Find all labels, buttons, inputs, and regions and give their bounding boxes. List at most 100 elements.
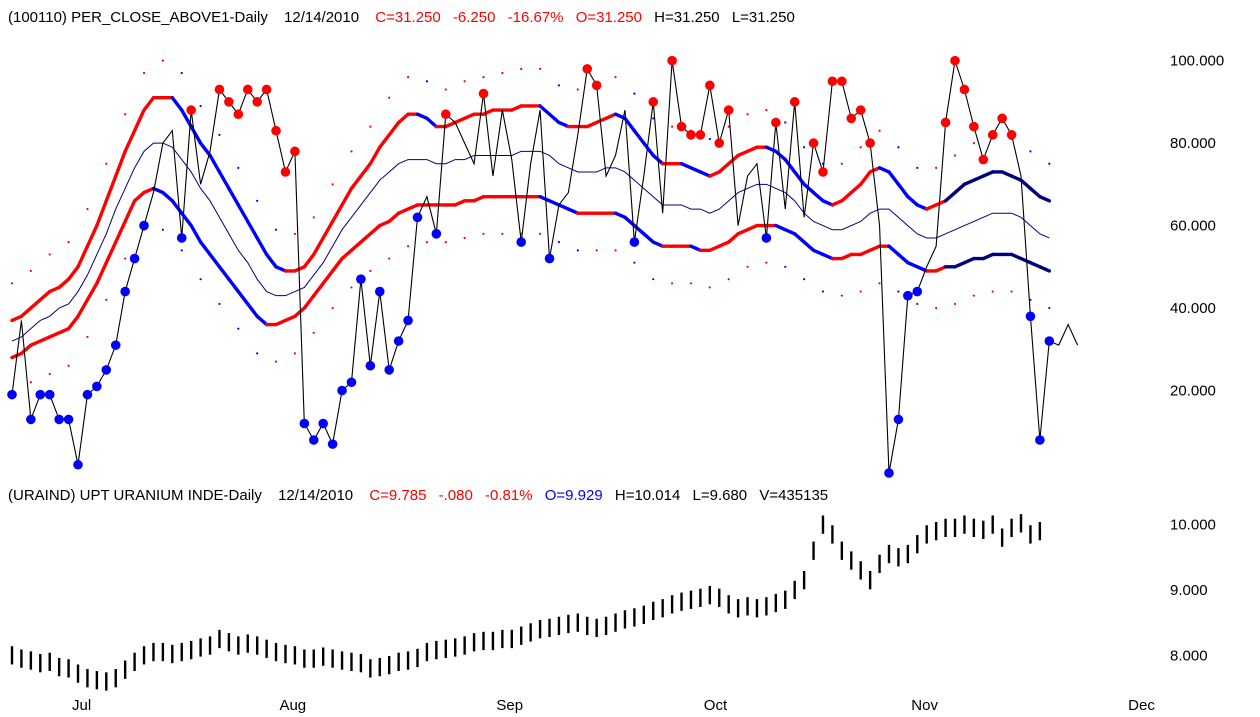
upper-band-segment (821, 199, 835, 207)
overbought-marker (705, 80, 715, 91)
oversold-marker (54, 414, 64, 425)
top-symbol: (100110) PER_CLOSE_ABOVE1-Daily (8, 9, 268, 26)
upper-band-segment (689, 166, 703, 174)
upper-band-segment (906, 195, 919, 207)
lower-band-segment (132, 190, 146, 203)
envelope-lower-dot (501, 232, 504, 235)
lower-band-segment (104, 240, 118, 265)
envelope-lower-dot (463, 236, 466, 240)
close-line (11, 60, 1079, 474)
upper-band-segment (180, 108, 193, 129)
lower-band-segment (123, 199, 137, 224)
lower-band-segment (745, 223, 759, 232)
upper-band-segment (745, 145, 759, 154)
oversold-marker (318, 418, 328, 429)
envelope-upper-dot (972, 141, 975, 145)
overbought-marker (997, 113, 1007, 124)
lower-band-segment (896, 252, 910, 265)
bottom-open: O=9.929 (545, 487, 603, 504)
upper-band-segment (726, 153, 740, 166)
oversold-marker (139, 220, 149, 231)
upper-band-segment (764, 145, 778, 154)
bottom-close: C=9.785 (369, 487, 426, 504)
envelope-upper-dot (218, 133, 221, 136)
bottom-change-pct: -0.81% (485, 487, 533, 504)
top-change: -6.250 (453, 9, 496, 26)
top-plot-area (7, 55, 1079, 478)
envelope-upper-dot (803, 146, 806, 149)
upper-band-segment (510, 104, 523, 112)
lower-band-segment (547, 199, 561, 207)
upper-band-segment (444, 120, 457, 129)
lower-band-segment (142, 186, 156, 195)
overbought-marker (648, 97, 659, 107)
lower-band-segment (613, 211, 627, 220)
lower-band-segment (802, 240, 816, 253)
envelope-lower-dot (897, 290, 900, 293)
oversold-marker (129, 253, 140, 264)
oversold-marker (44, 389, 55, 400)
upper-band-segment (481, 108, 495, 116)
upper-band-segment (859, 170, 872, 187)
upper-band-segment (557, 120, 571, 129)
envelope-lower-dot (765, 261, 768, 264)
lower-band-segment (642, 232, 655, 244)
upper-band-segment (925, 203, 938, 211)
upper-band-segment (708, 170, 721, 178)
envelope-upper-dot (86, 207, 89, 211)
lower-band-segment (274, 318, 288, 327)
upper-band-segment (217, 170, 231, 191)
lower-band-segment (934, 265, 948, 273)
upper-band-segment (10, 314, 24, 323)
upper-band-segment (1038, 195, 1052, 203)
lower-band-segment (312, 281, 325, 298)
lower-band-segment (95, 260, 109, 286)
xtick-label: Jul (72, 697, 91, 714)
bottom-date: 12/14/2010 (278, 487, 353, 504)
envelope-upper-dot (897, 146, 900, 149)
envelope-lower-dot (105, 298, 108, 301)
lower-band-segment (227, 277, 241, 294)
upper-band-segment (943, 190, 957, 203)
envelope-upper-dot (406, 76, 410, 79)
envelope-lower-dot (803, 278, 806, 281)
bottom-header: (URAIND) UPT URANIUM INDE-Daily 12/14/20… (8, 487, 828, 504)
bottom-volume: V=435135 (759, 487, 828, 504)
envelope-lower-dot (67, 364, 70, 367)
envelope-lower-dot (48, 372, 51, 376)
overbought-marker (280, 167, 291, 177)
top-date: 12/14/2010 (284, 9, 359, 26)
oversold-marker (412, 212, 423, 223)
oversold-marker (299, 418, 310, 429)
lower-band-segment (189, 223, 203, 244)
upper-band-segment (547, 112, 561, 125)
upper-band-segment (104, 174, 118, 203)
lower-band-segment (689, 244, 703, 253)
upper-band-segment (38, 289, 52, 302)
overbought-marker (940, 117, 951, 128)
lower-band-segment (302, 293, 316, 310)
lower-band-segment (538, 195, 552, 203)
envelope-lower-dot (708, 286, 711, 289)
upper-band-segment (57, 277, 71, 290)
lower-band-segment (19, 343, 33, 356)
top-ytick-label: 80.000 (1170, 135, 1216, 152)
envelope-upper-dot (784, 121, 787, 124)
overbought-marker (771, 117, 781, 128)
overbought-marker (1006, 130, 1017, 140)
upper-band-segment (585, 120, 599, 129)
lower-band-segment (868, 244, 882, 253)
oversold-marker (7, 389, 17, 400)
envelope-lower-dot (256, 352, 259, 355)
envelope-upper-dot (878, 129, 881, 132)
envelope-upper-dot (444, 88, 447, 91)
upper-band-segment (792, 170, 806, 187)
lower-band-segment (736, 227, 750, 236)
envelope-lower-dot (746, 265, 749, 268)
envelope-lower-dot (388, 257, 391, 260)
envelope-lower-dot (86, 335, 89, 339)
oversold-marker (516, 237, 527, 247)
envelope-lower-dot (29, 381, 32, 384)
oversold-marker (327, 439, 338, 449)
